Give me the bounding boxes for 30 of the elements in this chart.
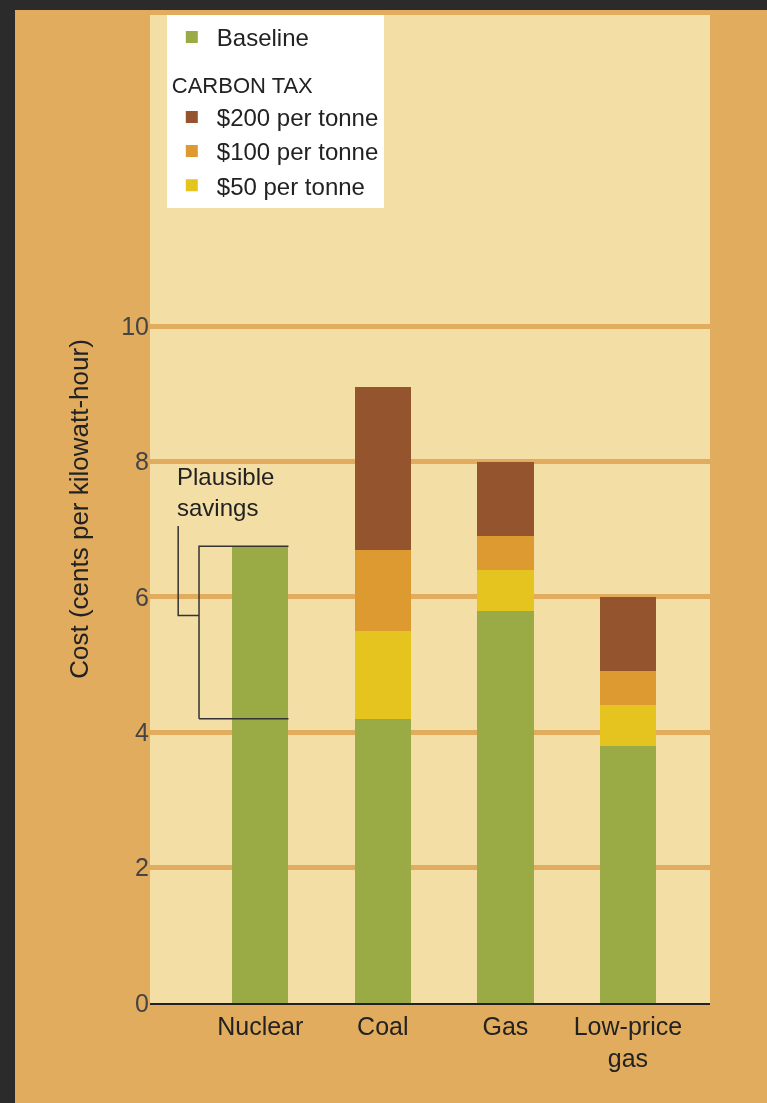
y-tick-label: 6 [135, 582, 149, 611]
bar [232, 546, 289, 1003]
bar [477, 610, 534, 1003]
y-tick-label: 8 [135, 447, 149, 476]
legend-label: Baseline [216, 24, 309, 52]
y-axis-title: Cost (cents per kilowatt-hour) [63, 339, 94, 679]
bar [354, 718, 412, 1003]
legend-label: $200 per tonne [216, 104, 379, 132]
bar [354, 630, 412, 719]
bar [599, 671, 657, 706]
x-tick-label: Coal [357, 1011, 409, 1040]
legend-label: $100 per tonne [216, 138, 379, 166]
y-tick-label: 10 [121, 312, 149, 341]
bar [477, 569, 534, 611]
x-tick-label: Low-price gas [573, 1011, 683, 1073]
y-tick-label: 0 [135, 988, 149, 1017]
legend-title: CARBON TAX [171, 72, 314, 98]
bar [599, 705, 657, 746]
bar [599, 596, 657, 672]
x-tick-label: Gas [482, 1011, 529, 1040]
bar [354, 387, 412, 550]
bar [354, 549, 412, 631]
legend-label: $50 per tonne [216, 172, 365, 200]
y-tick-label: 2 [135, 853, 149, 882]
bar [477, 461, 534, 537]
annotation: Plausible savings [177, 463, 275, 522]
bar [599, 745, 657, 1003]
bar [477, 536, 534, 570]
y-tick-label: 4 [135, 718, 150, 747]
x-tick-label: Nuclear [217, 1011, 304, 1040]
